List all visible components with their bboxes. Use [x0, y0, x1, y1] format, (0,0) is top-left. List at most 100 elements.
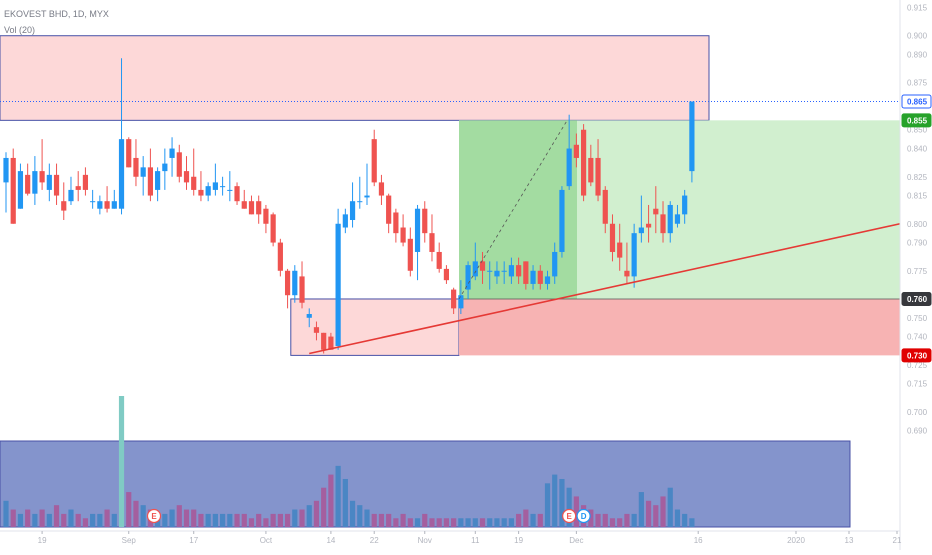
candle-body	[414, 208, 421, 252]
price-label: 0.760	[907, 295, 928, 304]
time-tick-label: 21	[893, 536, 902, 545]
candle-body	[335, 223, 341, 346]
volume-bar	[169, 509, 175, 527]
zones-layer	[0, 35, 900, 356]
volume-bar	[516, 513, 522, 527]
candle-body	[349, 201, 356, 220]
price-label-box	[901, 348, 932, 363]
volume-bar	[573, 496, 579, 527]
volume-bar	[393, 518, 399, 527]
candle-body	[220, 186, 226, 188]
volume-bar	[342, 478, 348, 527]
volume-bar	[407, 518, 413, 527]
candle-body	[494, 270, 500, 277]
candle-body	[133, 157, 139, 177]
volume-bar	[537, 513, 543, 527]
candle-body	[270, 214, 276, 243]
volume-bar	[624, 513, 630, 527]
candle-body	[689, 101, 695, 172]
volume-bar	[220, 513, 226, 527]
loss-zone	[459, 298, 900, 356]
time-tick-label: 19	[514, 536, 523, 545]
candle-body	[552, 251, 558, 277]
candle-body	[205, 186, 211, 196]
event-marker	[576, 508, 591, 524]
price-tick-label: 0.850	[907, 126, 928, 135]
candle-body	[458, 295, 464, 309]
candle-body	[472, 261, 478, 277]
price-tick-label: 0.790	[907, 239, 928, 248]
candle-body	[321, 332, 327, 350]
volume-bar	[313, 500, 320, 527]
candles-layer	[3, 58, 695, 354]
candle-body	[588, 157, 594, 183]
candle-body	[248, 201, 255, 215]
event-marker	[562, 508, 577, 524]
volume-bar	[479, 518, 486, 527]
volume-bar	[602, 513, 608, 527]
candle-body	[212, 182, 218, 190]
candle-body	[46, 174, 52, 190]
candle-body	[378, 182, 385, 196]
volume-bar	[176, 505, 182, 527]
candle-body	[407, 238, 413, 271]
volume-bar	[653, 505, 659, 527]
time-tick-label: Sep	[122, 536, 137, 545]
candle-body	[559, 189, 565, 252]
price-label: 0.865	[907, 98, 928, 107]
projection-line	[458, 120, 568, 300]
candle-body	[176, 152, 182, 177]
candle-body	[162, 163, 168, 172]
volume-bar	[552, 474, 558, 527]
volume-bar	[256, 513, 262, 527]
candle-body	[653, 208, 659, 215]
price-label-box	[901, 94, 932, 109]
candle-body	[631, 233, 637, 277]
volume-bar	[284, 513, 291, 527]
price-tick-label: 0.700	[907, 408, 928, 417]
price-tick-label: 0.690	[907, 427, 928, 436]
candle-body	[451, 289, 457, 309]
volume-bar	[458, 518, 464, 527]
volume-bar	[566, 487, 572, 527]
price-tick-label: 0.715	[907, 380, 928, 389]
candle-body	[645, 223, 652, 228]
volume-bar	[429, 518, 435, 527]
volume-bar	[111, 513, 117, 527]
candle-body	[53, 174, 60, 196]
candle-body	[82, 174, 89, 190]
volume-bar	[191, 509, 197, 527]
volume-bar	[674, 509, 681, 527]
volume-bar	[530, 513, 536, 527]
volume-bar	[133, 500, 139, 527]
price-label: 0.730	[907, 351, 928, 360]
candle-body	[328, 336, 334, 350]
candle-body	[544, 276, 551, 284]
volume-bar	[357, 505, 363, 527]
candle-body	[638, 227, 644, 234]
candle-body	[516, 265, 522, 277]
candle-body	[624, 270, 630, 277]
candle-body	[357, 201, 363, 203]
volume-bar	[349, 500, 356, 527]
candle-body	[256, 201, 262, 215]
price-tick-label: 0.800	[907, 220, 928, 229]
volume-bar	[631, 513, 637, 527]
volume-bar	[25, 509, 31, 527]
candle-body	[227, 189, 233, 191]
candle-body	[508, 265, 514, 277]
price-label-box	[901, 113, 932, 128]
volume-bar	[90, 513, 96, 527]
volume-bar	[328, 474, 334, 527]
volume-bar	[609, 518, 616, 527]
price-tick-label: 0.815	[907, 192, 928, 201]
volume-bar	[494, 518, 500, 527]
candle-body	[39, 171, 45, 183]
volume-bar	[617, 518, 623, 527]
candle-body	[501, 270, 507, 272]
volume-bar	[277, 513, 283, 527]
price-axis-bg	[900, 0, 932, 550]
candle-body	[386, 195, 392, 224]
